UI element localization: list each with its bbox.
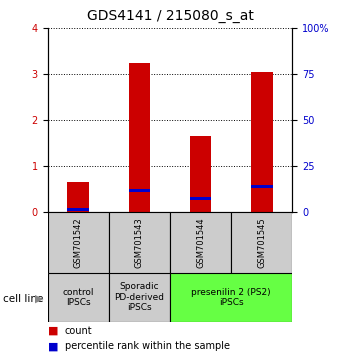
- Text: GSM701542: GSM701542: [74, 217, 83, 268]
- Bar: [48, 273, 109, 322]
- Bar: [251, 185, 273, 188]
- Text: count: count: [65, 326, 92, 336]
- Text: percentile rank within the sample: percentile rank within the sample: [65, 341, 230, 351]
- Text: GSM701543: GSM701543: [135, 217, 144, 268]
- Bar: [129, 189, 150, 192]
- Bar: [68, 208, 89, 211]
- Text: GSM701545: GSM701545: [257, 217, 266, 268]
- Text: control
IPSCs: control IPSCs: [63, 288, 94, 307]
- Bar: [251, 72, 273, 212]
- Bar: [190, 137, 211, 212]
- Text: cell line: cell line: [3, 294, 44, 304]
- Text: ■: ■: [48, 341, 58, 351]
- Bar: [231, 212, 292, 273]
- Bar: [129, 63, 150, 212]
- Text: ▶: ▶: [35, 294, 44, 304]
- Bar: [68, 183, 89, 212]
- Bar: [190, 197, 211, 200]
- Text: GSM701544: GSM701544: [196, 217, 205, 268]
- Bar: [48, 212, 109, 273]
- Text: GDS4141 / 215080_s_at: GDS4141 / 215080_s_at: [87, 9, 253, 23]
- Bar: [170, 273, 292, 322]
- Bar: [109, 273, 170, 322]
- Text: presenilin 2 (PS2)
iPSCs: presenilin 2 (PS2) iPSCs: [191, 288, 271, 307]
- Text: ■: ■: [48, 326, 58, 336]
- Bar: [109, 212, 170, 273]
- Bar: [170, 212, 231, 273]
- Text: Sporadic
PD-derived
iPSCs: Sporadic PD-derived iPSCs: [114, 282, 165, 312]
